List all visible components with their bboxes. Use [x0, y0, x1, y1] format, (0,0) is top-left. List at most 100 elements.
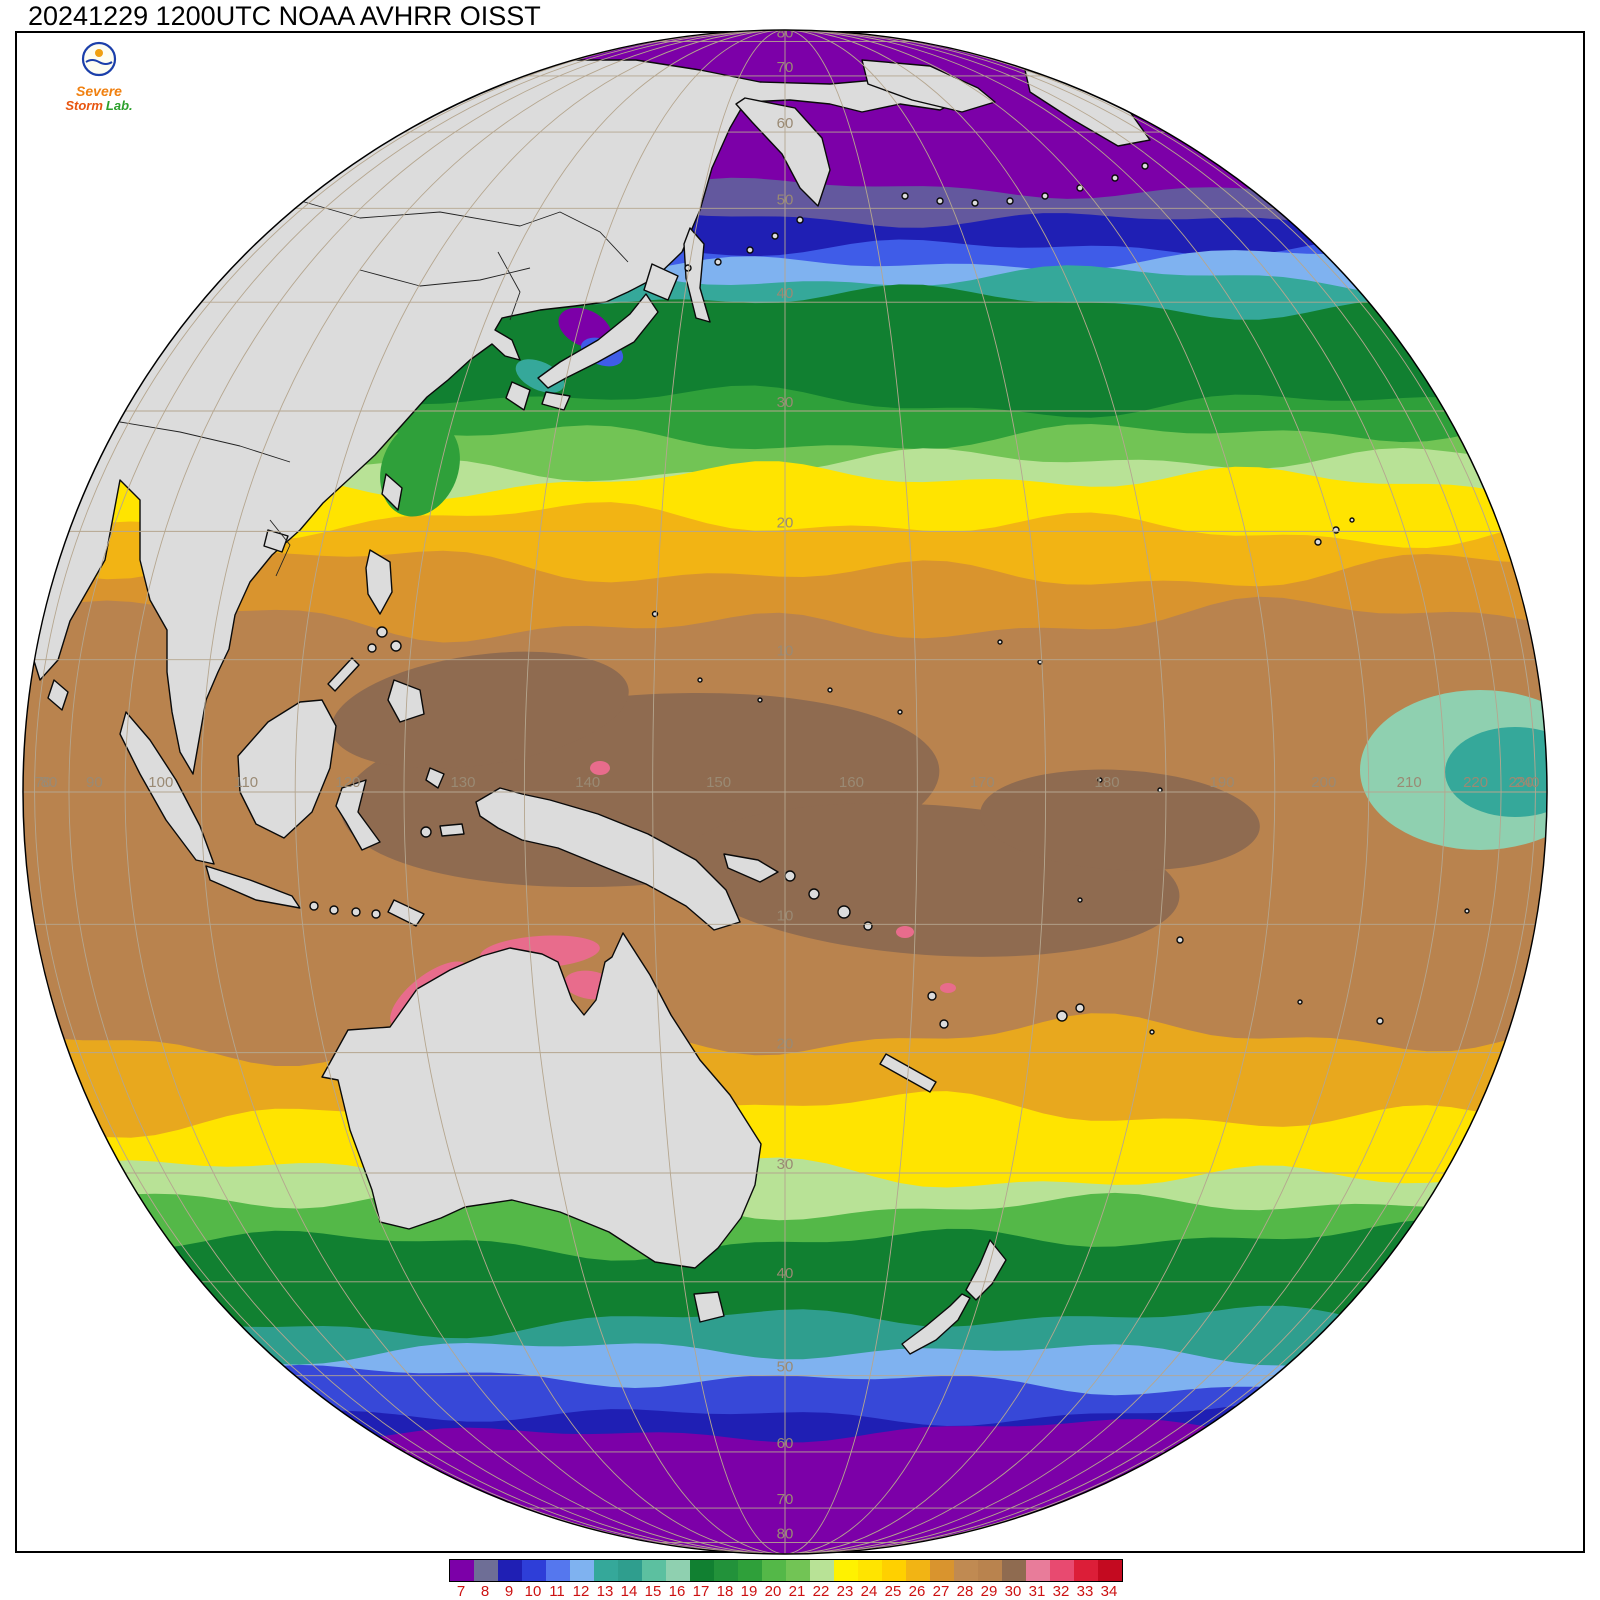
lat-label: 70 [777, 59, 794, 76]
graticule-meridian [294, 30, 1276, 1554]
colorbar-swatch [810, 1560, 834, 1581]
colorbar-tick: 25 [884, 1583, 902, 1600]
colorbar-tick: 21 [788, 1583, 806, 1600]
island-taiwan [381, 473, 403, 511]
colorbar-swatch [714, 1560, 738, 1581]
sst-feature-hot-spot-equatorial [590, 761, 610, 775]
lon-label: 110 [234, 774, 258, 791]
sst-feature-cool-tongue-inner [1445, 727, 1547, 817]
island-new-guinea [475, 787, 741, 931]
colorbar-swatch [594, 1560, 618, 1581]
graticule-meridian [68, 30, 1502, 1554]
lat-label: 20 [777, 514, 794, 531]
colorbar-tick: 33 [1076, 1583, 1094, 1600]
colorbar-swatch [834, 1560, 858, 1581]
graticule-meridian [523, 30, 1047, 1554]
colorbar-tick: 17 [692, 1583, 710, 1600]
lat-label: 30 [777, 1156, 794, 1173]
lon-label: 70 [35, 774, 52, 791]
lat-label: 60 [777, 1435, 794, 1452]
colorbar-tick: 10 [524, 1583, 542, 1600]
islands-lesser-sunda [309, 901, 381, 919]
colorbar-tick: 32 [1052, 1583, 1070, 1600]
colorbar-tick: 15 [644, 1583, 662, 1600]
colorbar-tick: 24 [860, 1583, 878, 1600]
lon-label: 120 [335, 774, 360, 791]
islands-visayas [367, 626, 402, 653]
colorbar-swatch [546, 1560, 570, 1581]
lon-label: 100 [148, 774, 173, 791]
graticule-meridian [652, 30, 918, 1554]
island-java [205, 865, 301, 909]
logo-word-storm: Storm [65, 98, 103, 113]
colorbar-tick: 11 [549, 1583, 565, 1600]
island-seram [439, 823, 465, 837]
lon-label: 180 [1095, 774, 1120, 791]
lon-label: 200 [1311, 774, 1336, 791]
island-mindanao [387, 679, 425, 723]
island-tasmania [693, 1291, 725, 1323]
lon-label: 240 [1514, 774, 1539, 791]
landmass-australia [321, 932, 762, 1269]
lon-label: 150 [706, 774, 731, 791]
colorbar-tick: 13 [596, 1583, 614, 1600]
island-palawan [327, 657, 360, 692]
colorbar-swatch [786, 1560, 810, 1581]
colorbar-tick: 34 [1100, 1583, 1118, 1600]
graticule-meridian [200, 30, 1370, 1554]
colorbar-swatch [930, 1560, 954, 1581]
colorbar-swatch [618, 1560, 642, 1581]
islands-vanuatu [927, 991, 949, 1029]
island-sumatra [119, 711, 215, 865]
colorbar-swatch [1098, 1560, 1122, 1581]
colorbar-tick: 28 [956, 1583, 974, 1600]
island-sri-lanka [47, 679, 69, 711]
colorbar-tick: 18 [716, 1583, 734, 1600]
lat-label: 40 [777, 1265, 794, 1282]
page-title: 20241229 1200UTC NOAA AVHRR OISST [28, 1, 541, 31]
colorbar-tick: 23 [836, 1583, 854, 1600]
sst-feature-hot-spot-coral-sea-2 [940, 983, 956, 993]
colorbar-tick: 26 [908, 1583, 926, 1600]
island-sulawesi [335, 779, 381, 851]
island-halmahera [425, 767, 445, 789]
colorbar-swatch [498, 1560, 522, 1581]
lat-label: 40 [777, 285, 794, 302]
colorbar-swatch [1002, 1560, 1026, 1581]
lon-label: 190 [1210, 774, 1235, 791]
graticule-layer [23, 30, 1547, 1554]
lon-label: 160 [839, 774, 864, 791]
lat-label: 70 [777, 1491, 794, 1508]
colorbar-ticks: 7 8 9 10 11 12 13 14 15 16 17 18 19 20 21 22 23 24 25 26 27 2… [449, 1582, 1121, 1600]
lat-label: 50 [777, 191, 794, 208]
lat-label: 10 [777, 643, 794, 660]
colorbar-tick: 30 [1004, 1583, 1022, 1600]
colorbar-tick: 16 [668, 1583, 686, 1600]
colorbar-swatch [978, 1560, 1002, 1581]
sst-feature-warm-pool-core-east [980, 769, 1260, 871]
lat-label: 60 [777, 115, 794, 132]
colorbar-tick: 29 [980, 1583, 998, 1600]
colorbar-tick: 31 [1028, 1583, 1046, 1600]
sst-feature-warm-pool-core-north [331, 651, 629, 769]
graticule-meridian [403, 30, 1167, 1554]
graticule-meridian [34, 30, 1536, 1554]
lat-label: 30 [777, 394, 794, 411]
colorbar-tick: 8 [480, 1583, 490, 1600]
peninsula-kamchatka [735, 97, 831, 207]
islands-solomon [784, 870, 873, 931]
globe-outline [22, 29, 1548, 1555]
colorbar: 7 8 9 10 11 12 13 14 15 16 17 18 19 20 21 22 23 24 25 26 27 2… [449, 1559, 1123, 1600]
colorbar-swatch [1050, 1560, 1074, 1581]
island-sakhalin [683, 227, 711, 323]
colorbar-swatch [690, 1560, 714, 1581]
island-honshu [537, 293, 659, 389]
colorbar-swatch [522, 1560, 546, 1581]
colorbar-tick: 7 [456, 1583, 466, 1600]
island-nz-north [965, 1239, 1007, 1301]
colorbar-tick: 9 [504, 1583, 514, 1600]
island-kyushu [505, 381, 531, 411]
